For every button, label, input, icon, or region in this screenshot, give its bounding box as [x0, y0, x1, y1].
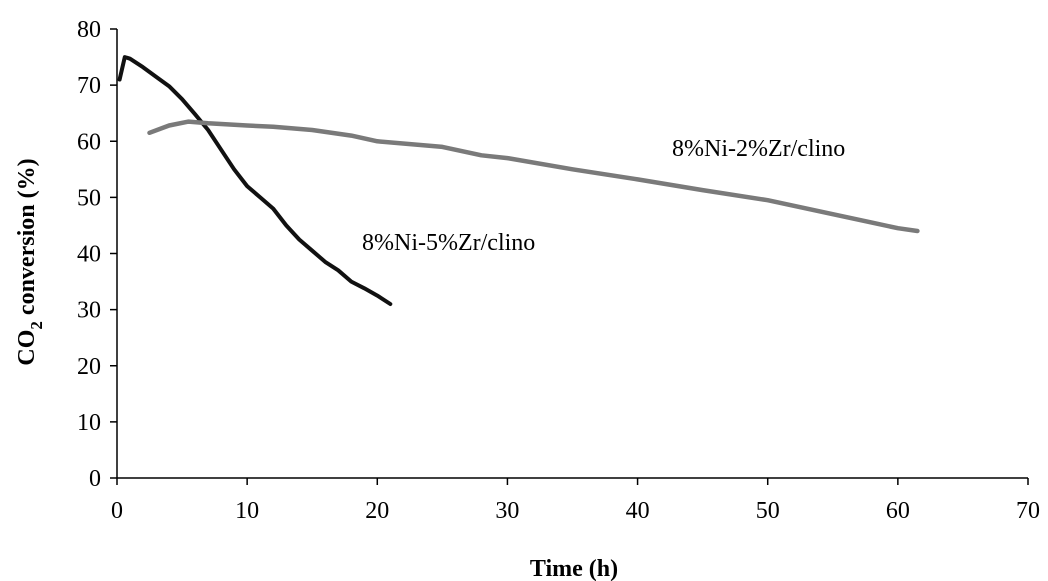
y-tick-label: 30 — [77, 298, 101, 324]
x-tick-label: 10 — [235, 498, 259, 524]
x-tick-label: 20 — [365, 498, 389, 524]
series-line-0 — [117, 55, 393, 306]
x-axis-title: Time (h) — [530, 556, 618, 581]
y-tick-label: 40 — [77, 242, 101, 268]
x-tick-label: 50 — [756, 498, 780, 524]
x-tick-label: 60 — [886, 498, 910, 524]
series-label-ni2zr: 8%Ni-2%Zr/clino — [672, 136, 845, 162]
y-tick-label: 50 — [77, 185, 101, 211]
x-tick-label: 30 — [495, 498, 519, 524]
series-label-ni5zr: 8%Ni-5%Zr/clino — [362, 230, 535, 256]
x-tick-label: 40 — [626, 498, 650, 524]
x-tick-label: 70 — [1016, 498, 1040, 524]
y-tick-label: 60 — [77, 129, 101, 155]
x-tick-label: 0 — [111, 498, 123, 524]
y-axis-title-subscript: 2 — [27, 321, 46, 330]
series-layer — [117, 55, 920, 306]
axes: 0 10 20 30 40 50 60 70 80 0 10 20 30 40 50 60 70 — [77, 17, 1040, 524]
y-tick-label: 20 — [77, 354, 101, 380]
y-axis-title-rest: conversion (%) — [14, 158, 40, 321]
y-axis-title-main: CO — [14, 330, 40, 366]
y-tick-label: 80 — [77, 17, 101, 43]
y-axis-title: CO2 conversion (%) — [14, 158, 46, 365]
y-tick-label: 0 — [89, 466, 101, 492]
y-tick-label: 10 — [77, 410, 101, 436]
y-tick-label: 70 — [77, 73, 101, 99]
series-line-1 — [147, 119, 920, 234]
